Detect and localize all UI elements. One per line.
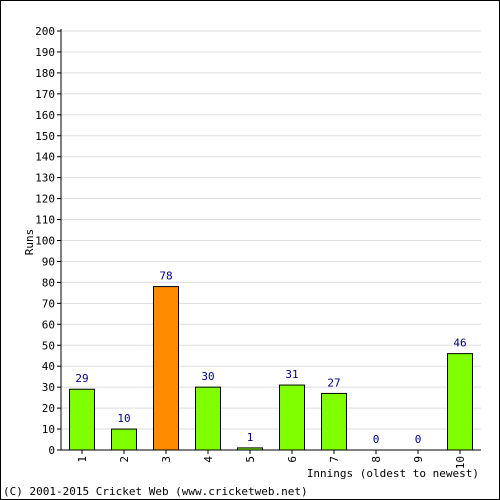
x-tick-label: 8: [370, 456, 383, 463]
axes: [57, 29, 481, 454]
x-axis-label: Innings (oldest to newest): [307, 467, 479, 480]
data-label: 1: [247, 431, 254, 444]
y-tick-label: 0: [48, 444, 55, 457]
y-tick-label: 190: [35, 46, 55, 59]
x-tick-label: 1: [76, 456, 89, 463]
x-tick-label: 7: [328, 456, 341, 463]
y-tick-label: 80: [42, 276, 55, 289]
data-labels: 29 10 78 30 1 31 27 0 0 46: [75, 270, 466, 446]
x-tick-label: 4: [202, 456, 215, 463]
bar: [321, 392, 347, 451]
y-tick-label: 180: [35, 67, 55, 80]
bar: [447, 353, 473, 451]
x-tick-label: 10: [454, 456, 467, 469]
y-tick-label: 30: [42, 381, 55, 394]
y-tick-label: 50: [42, 339, 55, 352]
x-tick-label: 2: [118, 456, 131, 463]
y-tick-label: 200: [35, 25, 55, 38]
y-tick-label: 40: [42, 360, 55, 373]
y-axis-label: Runs: [23, 229, 36, 256]
data-label: 0: [415, 433, 422, 446]
x-tick-labels: 1 2 3 4 5 6 7 8 9 10: [76, 456, 467, 470]
y-tick-label: 60: [42, 318, 55, 331]
x-tick-label: 6: [286, 456, 299, 463]
y-tick-label: 130: [35, 172, 55, 185]
data-label: 29: [75, 372, 88, 385]
y-tick-label: 90: [42, 255, 55, 268]
y-tick-label: 150: [35, 130, 55, 143]
x-tick-label: 5: [244, 456, 257, 463]
y-tick-label: 120: [35, 193, 55, 206]
y-tick-label: 140: [35, 151, 55, 164]
bar: [195, 386, 221, 451]
y-tick-label: 70: [42, 297, 55, 310]
gridlines: [61, 30, 481, 451]
data-label: 0: [373, 433, 380, 446]
data-label: 78: [159, 270, 172, 283]
copyright-footer: (C) 2001-2015 Cricket Web (www.cricketwe…: [3, 485, 308, 498]
x-tick-label: 3: [160, 456, 173, 463]
bar: [153, 286, 179, 451]
data-label: 46: [453, 337, 466, 350]
data-label: 30: [201, 370, 214, 383]
data-label: 10: [117, 412, 130, 425]
y-tick-labels: 0 10 20 30 40 50 60 70 80 90 100 110 120 130 140 150 160…: [35, 25, 55, 457]
data-label: 27: [327, 376, 340, 389]
y-tick-label: 160: [35, 109, 55, 122]
y-tick-label: 10: [42, 423, 55, 436]
bars: [69, 286, 473, 451]
y-tick-label: 20: [42, 402, 55, 415]
y-tick-label: 100: [35, 235, 55, 248]
y-tick-label: 170: [35, 88, 55, 101]
data-label: 31: [285, 368, 298, 381]
bar: [69, 388, 95, 451]
bar: [279, 384, 305, 451]
bar: [111, 428, 137, 451]
y-tick-label: 110: [35, 214, 55, 227]
x-tick-label: 9: [412, 456, 425, 463]
